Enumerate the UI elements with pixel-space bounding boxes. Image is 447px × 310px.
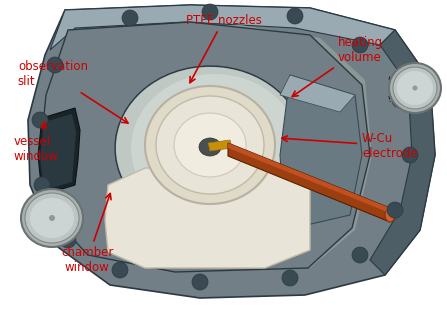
Circle shape [387, 202, 403, 218]
Circle shape [192, 274, 208, 290]
Circle shape [112, 262, 128, 278]
Ellipse shape [131, 74, 299, 222]
Ellipse shape [25, 193, 79, 243]
Circle shape [34, 177, 50, 193]
Polygon shape [228, 143, 390, 213]
Polygon shape [40, 114, 76, 190]
Polygon shape [228, 143, 390, 222]
Polygon shape [28, 5, 435, 298]
Ellipse shape [174, 113, 246, 177]
Ellipse shape [385, 208, 395, 222]
Circle shape [402, 147, 418, 163]
Text: PTFE nozzles: PTFE nozzles [186, 14, 261, 83]
Ellipse shape [156, 96, 264, 194]
Ellipse shape [389, 63, 441, 113]
Circle shape [392, 92, 408, 108]
Ellipse shape [30, 198, 74, 238]
Ellipse shape [101, 58, 319, 238]
Text: heating
volume: heating volume [292, 36, 383, 96]
Ellipse shape [199, 138, 221, 156]
Text: W-Cu
electrode: W-Cu electrode [282, 132, 417, 160]
Circle shape [122, 10, 138, 26]
Ellipse shape [49, 215, 55, 221]
Circle shape [202, 4, 218, 20]
Ellipse shape [393, 67, 437, 109]
Ellipse shape [397, 71, 433, 105]
Circle shape [282, 270, 298, 286]
Circle shape [352, 37, 368, 53]
Text: chamber
window: chamber window [61, 193, 114, 274]
Ellipse shape [116, 67, 304, 229]
Polygon shape [280, 75, 355, 112]
Polygon shape [38, 108, 80, 195]
Circle shape [47, 57, 63, 73]
Ellipse shape [413, 86, 417, 91]
Circle shape [352, 247, 368, 263]
Ellipse shape [85, 43, 335, 253]
Polygon shape [42, 25, 372, 272]
Polygon shape [208, 140, 232, 151]
PathPatch shape [40, 22, 370, 272]
Text: vessel
window: vessel window [13, 122, 58, 163]
Polygon shape [50, 5, 395, 50]
Circle shape [287, 8, 303, 24]
Text: observation
slit: observation slit [18, 60, 128, 123]
Ellipse shape [145, 86, 275, 204]
Polygon shape [370, 30, 435, 275]
Polygon shape [105, 168, 310, 268]
Circle shape [60, 232, 76, 248]
Circle shape [32, 112, 48, 128]
Polygon shape [280, 75, 362, 230]
Ellipse shape [21, 189, 83, 247]
